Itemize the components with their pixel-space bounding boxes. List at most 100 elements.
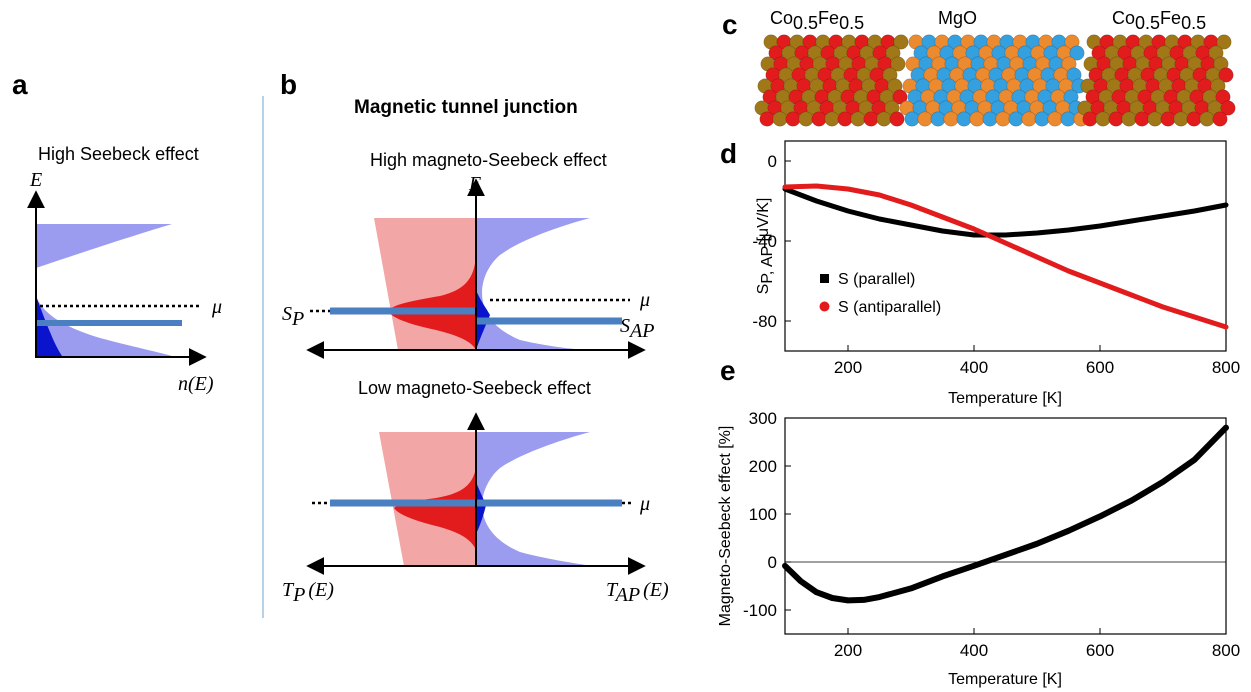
cofe-right-atom [1082, 111, 1098, 127]
antiparallel-dos-bottom [476, 432, 592, 566]
panel-label-c: c [722, 9, 738, 40]
x-tick-label: 600 [1086, 358, 1114, 377]
parallel-dos-light-bottom [379, 432, 476, 566]
layer-label-right: Co0.5Fe0.5 [1112, 8, 1206, 33]
x-axis-label-d: Temperature [K] [948, 390, 1062, 407]
panel-label-b: b [280, 69, 297, 100]
cofe-left-atom [863, 111, 879, 127]
tp-label: TP (E) [282, 579, 334, 606]
legend-marker-antiparallel [819, 301, 830, 312]
parallel-transport-red [388, 256, 476, 350]
y-tick-label: -100 [743, 601, 777, 620]
mgo-atom [1008, 111, 1024, 127]
cofe-left-atom [785, 111, 801, 127]
series-line-0 [782, 424, 1229, 604]
plot-d-frame [784, 140, 1227, 352]
series-line-sparallel [782, 186, 1229, 238]
parallel-transport-red-bottom [394, 468, 476, 550]
mu-label: μ [211, 296, 222, 318]
cofe-left-atom [850, 111, 866, 127]
panel-b-heading: Magnetic tunnel junction [354, 97, 578, 118]
cofe-right-atom [1160, 111, 1176, 127]
mgo-atom [930, 111, 946, 127]
antiparallel-dos [476, 218, 590, 350]
panel-a-title: High Seebeck effect [38, 144, 199, 164]
energy-axis-label: E [29, 169, 42, 191]
cofe-right-atom [1218, 67, 1234, 83]
mgo-atom [956, 111, 972, 127]
cofe-left-atom [772, 111, 788, 127]
x-tick-label: 200 [834, 358, 862, 377]
cofe-left-atom [876, 111, 892, 127]
cofe-right-atom [1121, 111, 1137, 127]
plot-e-frame [784, 417, 1227, 635]
panel-b-bottom-title: Low magneto-Seebeck effect [358, 378, 591, 398]
x-axis-label-e: Temperature [K] [948, 671, 1062, 688]
panel-a: a High Seebeck effect E n(E) μ [12, 69, 222, 395]
mu-top-label: μ [639, 289, 650, 311]
y-tick-label: 0 [768, 553, 777, 572]
antiparallel-transport-blue-bottom [476, 482, 486, 534]
y-tick-label: -80 [752, 312, 777, 331]
panel-b: b Magnetic tunnel junction High magneto-… [280, 69, 669, 606]
sap-label: SAP [620, 315, 654, 342]
x-tick-label: 400 [960, 641, 988, 660]
legend-text-parallel: S (parallel) [838, 271, 915, 288]
panel-label-a: a [12, 69, 28, 100]
cofe-left-atom [824, 111, 840, 127]
legend-d: S (parallel) S (antiparallel) [819, 271, 941, 316]
cofe-right-atom [1212, 111, 1228, 127]
mgo-atom [917, 111, 933, 127]
cofe-right-atom [1199, 111, 1215, 127]
sp-label: SP [282, 303, 304, 330]
cofe-left-atom [893, 34, 909, 50]
lower-dos-band [36, 296, 172, 356]
cofe-right-atom [1108, 111, 1124, 127]
cofe-left-atom [892, 89, 908, 105]
cofe-left-atom [811, 111, 827, 127]
cofe-left-atom [889, 111, 905, 127]
mgo-atom [982, 111, 998, 127]
cofe-right-atom [1173, 111, 1189, 127]
crystal-structure [754, 34, 1236, 127]
x-tick-label: 800 [1212, 641, 1240, 660]
tap-label: TAP (E) [606, 579, 669, 606]
cofe-right-atom [1095, 111, 1111, 127]
cofe-left-atom [759, 111, 775, 127]
cofe-right-atom [1216, 34, 1232, 50]
y-tick-label: 300 [749, 409, 777, 428]
cofe-right-atom [1220, 100, 1236, 116]
mgo-atom [1034, 111, 1050, 127]
dos-axis-label: n(E) [178, 373, 214, 395]
y-tick-label: 200 [749, 457, 777, 476]
x-tick-label: 200 [834, 641, 862, 660]
layer-label-middle: MgO [938, 8, 977, 28]
legend-marker-parallel [820, 274, 829, 283]
x-tick-label: 400 [960, 358, 988, 377]
series-line-santiparallel [782, 183, 1229, 330]
y-tick-label: 100 [749, 505, 777, 524]
cofe-right-atom [1134, 111, 1150, 127]
x-tick-label: 600 [1086, 641, 1114, 660]
layer-label-left: Co0.5Fe0.5 [770, 8, 864, 33]
cofe-left-atom [837, 111, 853, 127]
panel-label-d: d [720, 138, 737, 169]
y-tick-label: 0 [768, 152, 777, 171]
cofe-right-atom [1147, 111, 1163, 127]
transport-bar [36, 320, 182, 326]
occupied-states [36, 296, 62, 356]
mgo-atom [904, 111, 920, 127]
panel-label-e: e [720, 355, 736, 386]
legend-text-antiparallel: S (antiparallel) [838, 299, 941, 316]
x-tick-label: 800 [1212, 358, 1240, 377]
y-tick-label: -40 [752, 232, 777, 251]
upper-dos-band [36, 224, 172, 268]
cofe-left-atom [890, 56, 906, 72]
panel-b-top-title: High magneto-Seebeck effect [370, 150, 607, 170]
panel-e: e 200 400 600 800 300 200 100 0 -100 Temperature… [717, 355, 1240, 688]
y-axis-label-d: SP, AP [μV/K] [755, 198, 776, 295]
cofe-left-atom [798, 111, 814, 127]
mgo-atom [943, 111, 959, 127]
panel-d: d 200 400 600 800 0 -40 -80 S (parallel) S (an… [720, 138, 1240, 407]
mgo-atom [1060, 111, 1076, 127]
